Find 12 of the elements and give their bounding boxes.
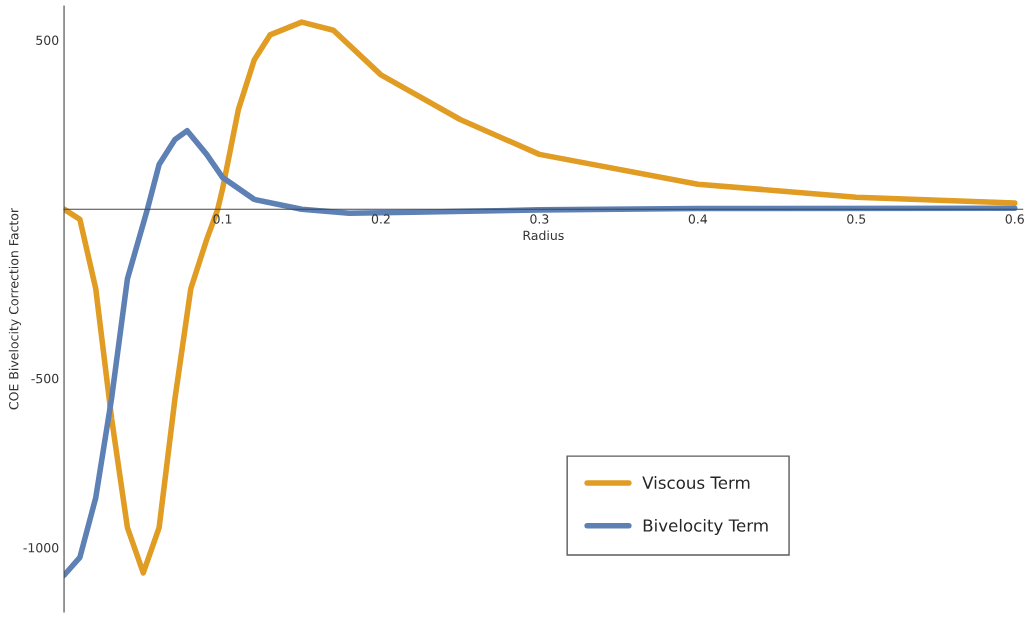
x-tick-label: 0.5 xyxy=(847,214,866,224)
y-tick-label: -1000 xyxy=(23,543,59,553)
x-tick-label: 0.6 xyxy=(1005,214,1024,224)
x-axis-title: Radius xyxy=(523,230,564,241)
x-tick-label: 0.2 xyxy=(371,214,390,224)
legend-label: Bivelocity Term xyxy=(643,518,768,536)
x-tick-label: 0.4 xyxy=(688,214,708,224)
legend-label: Viscous Term xyxy=(642,476,750,490)
y-axis-title: COE Bivelocity Correction Factor xyxy=(8,207,21,410)
y-tick-label: -500 xyxy=(31,373,59,384)
y-tick-label: 500 xyxy=(36,35,59,45)
x-tick-label: 0.3 xyxy=(530,214,549,224)
